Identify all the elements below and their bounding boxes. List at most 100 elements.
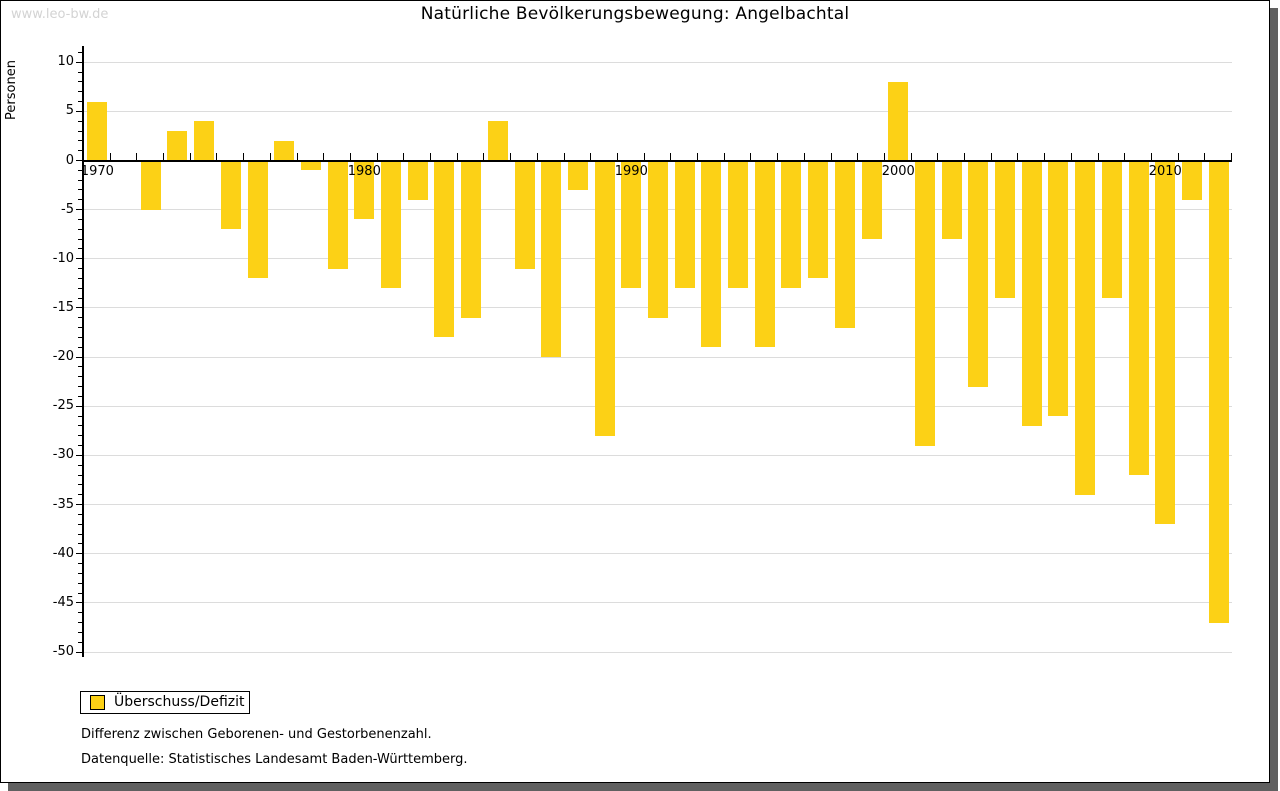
- y-minor-tick--14: [78, 297, 82, 299]
- y-major-tick--15: [76, 307, 82, 309]
- y-minor-tick--43: [78, 582, 82, 584]
- x-tick-21: [643, 152, 645, 160]
- y-minor-tick--27: [78, 425, 82, 427]
- x-tick-16: [510, 152, 512, 160]
- x-tick-27: [803, 152, 805, 160]
- y-major-tick-0: [76, 160, 82, 161]
- x-tick-4: [189, 152, 191, 160]
- x-tick-28: [830, 152, 832, 160]
- bar-1983: [434, 160, 455, 338]
- watermark: www.leo-bw.de: [11, 7, 109, 22]
- bar-1974: [194, 121, 215, 161]
- bar-1991: [648, 160, 668, 318]
- legend-swatch-icon: [90, 695, 105, 710]
- bar-1979: [327, 160, 348, 269]
- bar-2008: [1101, 160, 1122, 299]
- y-minor-tick--18: [78, 336, 82, 338]
- y-minor-tick--11: [78, 268, 82, 270]
- bar-2011: [1181, 160, 1202, 200]
- x-axis-line: [82, 159, 1232, 162]
- y-minor-tick--26: [78, 415, 82, 417]
- y-minor-tick--42: [78, 572, 82, 574]
- bar-2012: [1208, 160, 1229, 623]
- xtick-label-2000: 2000: [881, 163, 915, 179]
- x-tick-7: [269, 152, 271, 160]
- x-tick-11: [376, 152, 378, 160]
- bar-1977: [274, 140, 295, 161]
- y-major-tick--20: [76, 356, 82, 358]
- bar-2005: [1021, 160, 1042, 426]
- y-major-tick--5: [76, 209, 82, 211]
- bar-1970: [87, 101, 108, 161]
- gridline--20: [84, 356, 1232, 358]
- y-minor-tick--34: [78, 494, 82, 496]
- y-minor-tick--32: [78, 474, 82, 476]
- y-minor-tick-8: [78, 81, 82, 83]
- y-minor-tick--47: [78, 622, 82, 624]
- y-minor-tick--24: [78, 395, 82, 397]
- legend-label: Überschuss/Defizit: [114, 694, 245, 710]
- y-minor-tick--49: [78, 641, 82, 643]
- bar-1987: [541, 160, 562, 358]
- y-minor-tick-1: [78, 150, 82, 152]
- y-minor-tick--23: [78, 386, 82, 388]
- bar-2006: [1048, 160, 1069, 417]
- ytick-label--10: -10: [52, 250, 74, 266]
- y-minor-tick--2: [78, 179, 82, 181]
- x-tick-37: [1070, 152, 1072, 160]
- y-major-tick--50: [76, 651, 82, 653]
- y-minor-tick--6: [78, 218, 82, 220]
- y-minor-tick--38: [78, 533, 82, 535]
- x-tick-35: [1017, 152, 1019, 160]
- y-minor-tick--1: [78, 169, 82, 171]
- x-tick-30: [883, 152, 885, 160]
- x-tick-6: [243, 152, 245, 160]
- xtick-label-2010: 2010: [1148, 163, 1182, 179]
- x-tick-13: [430, 152, 432, 160]
- x-tick-43: [1231, 152, 1232, 160]
- ytick-label--20: -20: [52, 349, 74, 365]
- x-tick-19: [590, 152, 592, 160]
- y-minor-tick--13: [78, 287, 82, 289]
- y-minor-tick--8: [78, 238, 82, 240]
- bar-1985: [487, 121, 508, 161]
- x-tick-29: [857, 152, 859, 160]
- xtick-label-1990: 1990: [614, 163, 648, 179]
- bar-2010: [1155, 160, 1176, 525]
- x-tick-14: [456, 152, 458, 160]
- ytick-label--30: -30: [52, 447, 74, 463]
- bar-1972: [140, 160, 161, 210]
- y-minor-tick-6: [78, 101, 82, 102]
- y-minor-tick--37: [78, 523, 82, 525]
- bar-1994: [728, 160, 749, 289]
- y-major-tick--10: [76, 258, 82, 260]
- bar-1990: [621, 160, 642, 289]
- footnote-source: Datenquelle: Statistisches Landesamt Bad…: [81, 752, 468, 767]
- x-tick-26: [777, 152, 779, 160]
- x-tick-32: [937, 152, 939, 160]
- page-title: Natürliche Bevölkerungsbewegung: Angelba…: [420, 4, 850, 24]
- bar-1981: [381, 160, 402, 289]
- ytick-label-0: 0: [65, 152, 74, 168]
- y-major-tick--40: [76, 553, 82, 555]
- x-tick-33: [964, 152, 966, 160]
- y-minor-tick--28: [78, 435, 82, 437]
- y-minor-tick--16: [78, 317, 82, 319]
- y-minor-tick-2: [78, 140, 82, 142]
- bar-2004: [995, 160, 1016, 299]
- plot-area: Personen 10 5 0 -5 -10 -15 -20 -25 -30 -35 -40 -45 -…: [1, 1, 1269, 782]
- x-tick-15: [483, 152, 485, 160]
- ytick-label--15: -15: [52, 299, 74, 315]
- y-minor-tick-9: [78, 71, 82, 73]
- y-minor-tick--46: [78, 612, 82, 614]
- y-axis-line: [82, 46, 84, 657]
- bar-1973: [167, 131, 188, 161]
- y-minor-tick-4: [78, 120, 82, 122]
- y-major-tick-10: [76, 61, 82, 63]
- y-minor-tick--22: [78, 376, 82, 378]
- gridline-5: [84, 110, 1232, 112]
- y-major-tick--35: [76, 504, 82, 506]
- y-major-tick-5: [76, 110, 82, 112]
- ytick-label--40: -40: [52, 545, 74, 561]
